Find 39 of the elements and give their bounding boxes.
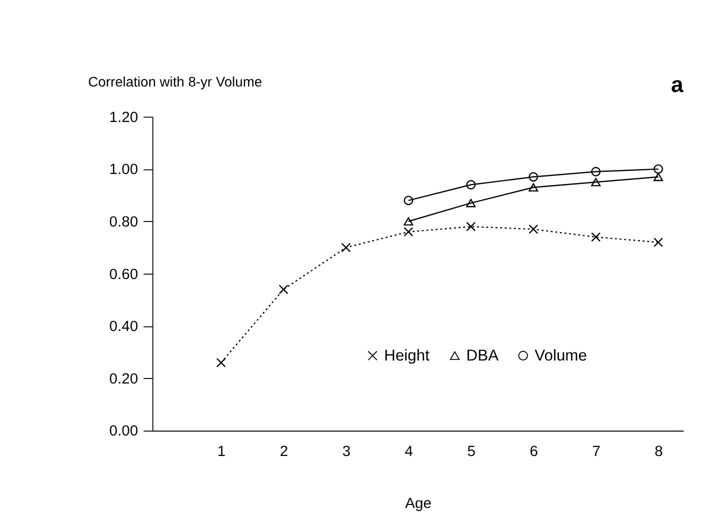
x-tick-label: 1 — [217, 444, 226, 460]
x-tick-label: 3 — [342, 444, 351, 460]
y-tick-label: 0.60 — [109, 266, 138, 283]
y-tick-label: 1.20 — [109, 110, 138, 126]
point — [466, 180, 476, 190]
x-tick-label: 6 — [530, 444, 538, 460]
point — [466, 222, 476, 232]
y-tick-label: 0.80 — [109, 214, 138, 230]
point — [466, 198, 476, 208]
y-tick-label: 0.20 — [109, 371, 138, 388]
point — [654, 238, 664, 248]
point — [404, 217, 414, 226]
x-tick-label: 7 — [592, 444, 600, 460]
y-axis-title: Correlation with 8-yr Volume — [88, 74, 262, 90]
x-tick-label: 5 — [467, 444, 476, 460]
point — [591, 178, 601, 186]
point — [216, 358, 226, 368]
point — [528, 172, 538, 182]
point — [654, 164, 664, 174]
text: a — [670, 72, 684, 97]
x-axis-title: Age — [405, 496, 432, 512]
legend-label: Volume — [534, 347, 588, 364]
x-tick-label: 8 — [654, 444, 663, 460]
point — [404, 196, 414, 206]
y-tick-label: 1.00 — [109, 162, 138, 178]
legend-label: DBA — [466, 347, 500, 364]
y-tick-label: 0.00 — [109, 424, 138, 440]
x-tick-label: 2 — [280, 444, 288, 460]
legend-label: Height — [384, 347, 430, 364]
point — [404, 227, 414, 237]
point — [278, 284, 288, 294]
y-tick-label: 0.40 — [109, 319, 138, 336]
point — [528, 183, 538, 192]
point — [341, 242, 351, 252]
point — [528, 224, 538, 234]
x-tick-label: 4 — [404, 444, 414, 460]
point — [591, 232, 601, 242]
point — [591, 166, 601, 176]
point — [654, 172, 664, 182]
